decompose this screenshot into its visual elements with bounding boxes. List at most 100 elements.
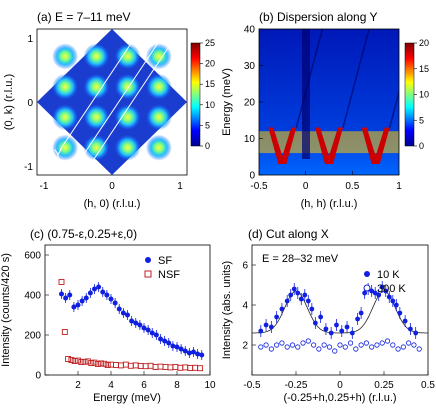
point-10k [284, 298, 290, 304]
panel-d: (d) Cut along X -0.5 -0.25 0 0.25 0.5 2 4 6 E =… [221, 227, 435, 404]
sf-point [129, 318, 135, 324]
nsf-point [94, 361, 101, 367]
sf-point [178, 346, 184, 352]
heatmap-peak [83, 134, 110, 161]
panel-d-legend: 10 K 300 K [363, 269, 406, 295]
point-10k [344, 324, 350, 330]
sf-point [100, 289, 106, 295]
nsf-point [65, 356, 72, 362]
point-10k [334, 322, 339, 328]
panel-a-title: (a) E = 7–11 meV [37, 10, 131, 24]
point-10k [386, 294, 392, 300]
sf-point [158, 336, 163, 342]
colorbar-tick-label: 5 [419, 115, 424, 125]
point-300k [369, 344, 375, 350]
nsf-point [152, 364, 159, 370]
heatmap-peak [114, 73, 141, 100]
nsf-point [112, 362, 119, 368]
panel-d-plot: -0.5 -0.25 0 0.25 0.5 2 4 6 [242, 261, 435, 392]
sf-point [137, 322, 143, 328]
nsf-point [58, 279, 65, 285]
panel-d-ytick-label: 4 [242, 301, 248, 312]
point-10k [305, 298, 311, 304]
sf-point [83, 295, 89, 301]
point-300k [390, 342, 396, 348]
sf-point [149, 330, 155, 336]
panel-a-map [37, 29, 187, 175]
panel-d-xlabel: (-0.25+h,0.25+h) (r.l.u.) [283, 392, 396, 404]
heatmap-peak [52, 43, 79, 70]
point-10k [379, 284, 385, 290]
sf-point [75, 302, 81, 308]
heatmap-peak [114, 134, 141, 161]
colorbar-tick-label: 20 [205, 59, 215, 69]
legend-label-10k: 10 K [377, 269, 400, 281]
point-10k [288, 292, 294, 298]
panel-d-annotation: E = 28–32 meV [262, 253, 339, 265]
heatmap-peak [83, 43, 110, 70]
panel-d-xtick-label: 0.5 [421, 380, 435, 391]
dispersion-branch [361, 127, 390, 165]
panel-a-cut-line [59, 29, 141, 151]
point-300k [300, 340, 306, 346]
sf-point [63, 295, 69, 301]
nsf-point [187, 365, 194, 371]
point-300k [279, 340, 285, 346]
point-10k [390, 298, 396, 304]
point-10k [263, 322, 269, 328]
nsf-point [192, 364, 199, 371]
point-10k [369, 288, 375, 294]
sf-point [59, 291, 64, 297]
panel-a-cut-line [89, 44, 171, 166]
panel-b-ytick-label: 30 [244, 61, 256, 72]
panel-c-xtick-label: 4 [108, 380, 114, 391]
panel-d-ytick-label: 6 [242, 261, 248, 272]
point-10k [358, 310, 364, 316]
point-300k [337, 342, 343, 348]
sf-point [104, 292, 110, 298]
point-300k [400, 344, 406, 350]
point-10k [349, 330, 355, 336]
heatmap-peak [145, 43, 172, 70]
panel-a-ytick: 1 [27, 34, 33, 45]
panel-c-ytick-label: 200 [24, 331, 41, 342]
dispersion-branch [315, 127, 343, 165]
point-300k [363, 340, 369, 346]
sf-point [145, 327, 151, 333]
panel-c-xtick-label: 6 [141, 380, 147, 391]
nsf-point [104, 362, 111, 368]
panel-a-cut-label-x: X [44, 125, 52, 139]
sf-point [120, 310, 126, 316]
panel-b-ylabel: Energy (meV) [221, 68, 233, 136]
panel-a-ytick: 0 [27, 98, 33, 109]
nsf-point [98, 360, 105, 367]
panel-c-ytick-label: 0 [35, 371, 41, 382]
nsf-point [71, 358, 78, 364]
point-300k [358, 342, 364, 348]
sf-point [166, 340, 172, 346]
point-10k [258, 328, 264, 334]
nsf-point [84, 358, 91, 365]
point-300k [310, 342, 317, 348]
sf-point [182, 348, 188, 354]
nsf-point [75, 357, 81, 364]
point-300k [295, 344, 301, 350]
nsf-point [162, 364, 169, 370]
nsf-point [147, 362, 154, 369]
point-10k [268, 324, 274, 330]
panel-a-xtick: 0 [109, 181, 115, 192]
point-300k [263, 342, 269, 348]
nsf-point [127, 362, 134, 369]
sf-point [174, 344, 180, 350]
colorbar-tick-label: 10 [205, 100, 215, 110]
legend-marker-nsf [144, 270, 152, 278]
point-300k [379, 340, 385, 346]
point-300k [274, 342, 280, 348]
point-10k [372, 290, 378, 296]
point-10k [318, 314, 324, 320]
point-300k [406, 340, 412, 346]
colorbar-tick-label: 15 [419, 64, 429, 74]
dispersion-band [259, 131, 399, 154]
panel-c-xlabel: Energy (meV) [93, 392, 161, 404]
